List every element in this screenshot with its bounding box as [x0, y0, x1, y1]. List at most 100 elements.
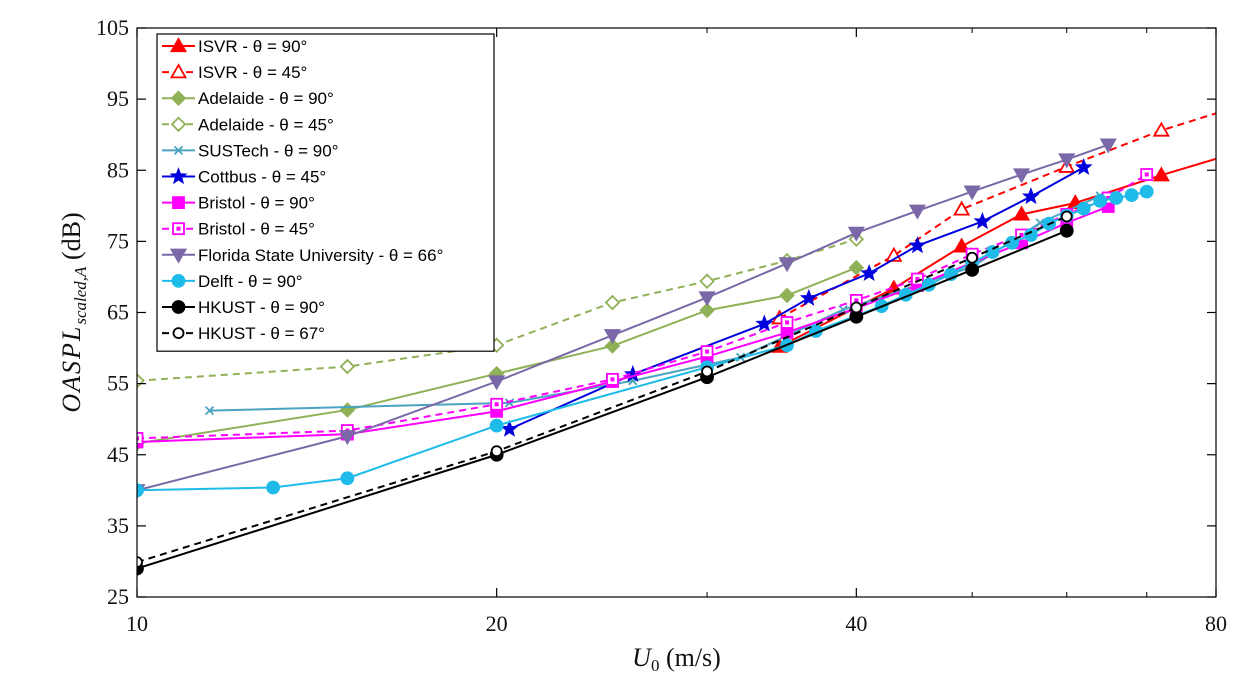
series-12-point [490, 445, 503, 458]
series-8-point [606, 372, 619, 386]
series-6-point [799, 288, 818, 306]
legend-label: Florida State University - θ = 66° [198, 246, 443, 265]
y-tick-label: 35 [107, 513, 129, 538]
series-11-point [965, 262, 980, 277]
series-12-point [850, 301, 863, 314]
series-1-point [1152, 166, 1170, 182]
legend-label: Bristol - θ = 90° [198, 194, 315, 213]
series-9-line [137, 143, 1109, 492]
legend-marker [173, 145, 184, 156]
series-6-point [860, 263, 879, 281]
series-2-point [953, 200, 971, 216]
y-tick-label: 55 [107, 371, 129, 396]
series-3-point [604, 338, 621, 354]
series-9-point [603, 329, 622, 345]
series-6 [500, 157, 1093, 437]
series-1-point [953, 237, 971, 253]
legend-item-9: Florida State University - θ = 66° [162, 246, 443, 265]
legend-item-5: SUSTech - θ = 90° [162, 141, 339, 160]
legend-label: HKUST - θ = 90° [198, 298, 325, 317]
x-tick-label: 10 [126, 611, 148, 636]
series-8-point [1140, 168, 1154, 181]
series-9-point [963, 185, 981, 201]
legend-item-6: Cottbus - θ = 45° [162, 167, 326, 187]
legend-item-10: Delft - θ = 90° [162, 272, 303, 291]
series-10-point [1124, 188, 1139, 203]
legend-item-3: Adelaide - θ = 90° [162, 89, 334, 108]
x-tick-label: 20 [486, 611, 508, 636]
y-tick-label: 25 [107, 584, 129, 609]
series-10-point [266, 480, 281, 495]
series-11-point [1059, 223, 1074, 238]
series-5-point [204, 406, 215, 416]
series-6-point [1021, 187, 1040, 205]
series-10-point [1093, 193, 1108, 208]
legend-marker [172, 222, 185, 236]
series-10-point [489, 418, 504, 433]
legend-marker [169, 37, 188, 53]
legend-item-11: HKUST - θ = 90° [162, 298, 325, 317]
series-10-point [1024, 228, 1038, 242]
legend-label: Adelaide - θ = 45° [198, 115, 334, 134]
y-tick-label: 95 [107, 86, 129, 111]
series-9-point [488, 375, 506, 391]
legend: ISVR - θ = 90° ISVR - θ = 45° Adelaide - θ… [156, 33, 495, 352]
legend-label: ISVR - θ = 45° [198, 63, 307, 82]
legend-label: SUSTech - θ = 90° [198, 141, 339, 160]
series-6-point [1074, 157, 1093, 176]
series-10-line [137, 190, 1147, 492]
series-12-point [137, 556, 143, 569]
y-tick-label: 65 [107, 300, 129, 325]
series-9-point [1058, 153, 1076, 169]
legend-box [156, 33, 495, 352]
series-12 [137, 210, 1073, 569]
series-9-point [1099, 138, 1117, 154]
legend-marker [171, 273, 186, 288]
series-6-point [755, 314, 774, 332]
legend-label: Bristol - θ = 45° [198, 220, 315, 239]
legend-marker [169, 167, 188, 185]
series-8-point [700, 345, 714, 359]
legend-item-4: Adelaide - θ = 45° [162, 115, 334, 134]
series-12-point [701, 365, 713, 378]
legend-marker [170, 90, 187, 106]
legend-item-8: Bristol - θ = 45° [162, 220, 315, 239]
legend-item-7: Bristol - θ = 90° [162, 194, 315, 213]
legend-label: Cottbus - θ = 45° [198, 168, 326, 187]
series-10-point [137, 483, 144, 498]
legend-marker [172, 196, 185, 210]
legend-label: HKUST - θ = 67° [198, 324, 325, 343]
series-10-point [1139, 184, 1154, 199]
legend-label: Adelaide - θ = 90° [198, 89, 334, 108]
series-11-line [137, 229, 1068, 570]
series-9-point [778, 257, 796, 273]
y-tick-label: 105 [96, 15, 129, 40]
series-9-point [338, 430, 356, 446]
series-4-point [699, 273, 715, 289]
series-2-point [1152, 121, 1170, 137]
legend-marker [170, 116, 187, 133]
series-3-point [779, 287, 795, 304]
series-12-point [1060, 210, 1073, 223]
series-6-point [500, 419, 519, 437]
series-10-point [340, 471, 355, 486]
series-6-point [908, 236, 927, 254]
x-tick-label: 40 [845, 611, 867, 636]
series-2-line [779, 112, 1216, 320]
series-12-point [966, 251, 979, 264]
series-10-point [1109, 191, 1124, 205]
series-8-point [490, 397, 504, 411]
y-tick-label: 75 [107, 228, 129, 253]
series-4-point [604, 294, 621, 311]
y-tick-label: 85 [107, 157, 129, 182]
series-8-point [911, 272, 924, 286]
series-9-point [847, 226, 865, 242]
series-1-point [1013, 205, 1031, 221]
series-8-point [780, 316, 794, 329]
series-9-point [1013, 168, 1031, 184]
series-3-point [699, 302, 715, 319]
legend-item-2: ISVR - θ = 45° [162, 63, 307, 82]
legend-marker [169, 63, 188, 79]
